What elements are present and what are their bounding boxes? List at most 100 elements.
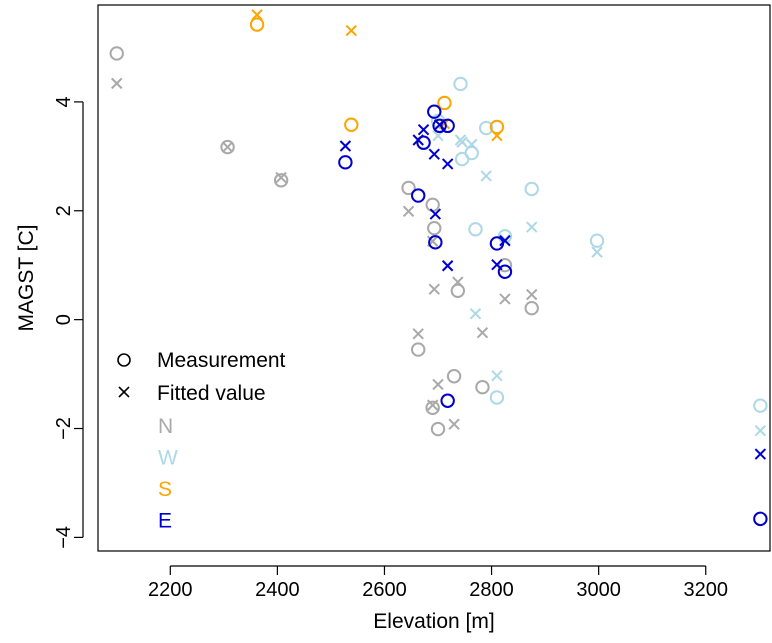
x-axis: 2200 2400 2600 2800 3000 3200 [148, 565, 728, 601]
fitted-point-n [221, 141, 234, 153]
fitted-marker-stroke [448, 418, 460, 430]
fitted-point-n [499, 293, 511, 305]
fitted-marker-stroke [476, 327, 489, 339]
fitted-marker-stroke [469, 307, 482, 320]
fitted-marker-stroke [480, 170, 492, 182]
x-tick-label: 2400 [255, 579, 300, 601]
measurement-point-n [430, 421, 446, 437]
measurement-point-w [524, 181, 539, 197]
measurement-point-e [440, 393, 455, 408]
measurement-point-w [453, 76, 468, 92]
fitted-marker-stroke [412, 328, 424, 340]
measurement-point-n [427, 220, 442, 236]
fitted-marker-stroke [466, 138, 478, 151]
legend-circle-icon [117, 353, 131, 367]
measurement-point-s [344, 117, 359, 132]
fitted-point-e [429, 208, 442, 220]
measurement-point-e [416, 135, 431, 150]
plot-box [97, 4, 771, 552]
fitted-point-e [441, 158, 454, 170]
measurement-point-e [497, 264, 513, 279]
fitted-marker-stroke [491, 258, 503, 271]
fitted-point-w [491, 370, 503, 382]
fitted-marker-stroke [526, 221, 538, 233]
measurement-point-w [589, 233, 605, 248]
measurement-point-n [446, 369, 462, 384]
fitted-marker-stroke [452, 276, 464, 288]
measurement-point-w [468, 222, 483, 237]
fitted-marker-stroke [456, 136, 468, 148]
fitted-marker-stroke [111, 77, 123, 90]
fitted-point-e [339, 140, 352, 152]
fitted-marker-stroke [754, 424, 767, 437]
fitted-marker-stroke [491, 129, 503, 142]
x-tick-label: 3000 [576, 579, 621, 601]
fitted-point-w [480, 170, 492, 182]
fitted-point-e [441, 260, 454, 272]
fitted-marker-stroke [499, 235, 511, 247]
measurement-point-e [440, 118, 455, 134]
fitted-marker-stroke [526, 288, 538, 301]
x-tick-label: 2800 [469, 579, 514, 601]
fitted-marker-stroke [432, 378, 444, 391]
x-tick-label: 2600 [362, 579, 407, 601]
legend-cross-stroke [118, 386, 130, 398]
measurement-point-n [273, 173, 289, 188]
fitted-marker-stroke [402, 205, 415, 218]
fitted-point-n [476, 327, 489, 339]
fitted-point-s [491, 129, 503, 142]
measurement-point-n [401, 180, 416, 196]
fitted-point-w [466, 138, 478, 151]
fitted-marker-stroke [491, 370, 503, 382]
fitted-marker-stroke [429, 208, 442, 220]
fitted-point-e [428, 148, 440, 160]
measurement-point-n [425, 400, 440, 416]
measurement-point-e [411, 188, 426, 203]
measurement-point-e [427, 104, 442, 119]
fitted-marker-stroke [426, 399, 439, 411]
measurement-point-n [109, 46, 124, 61]
measurement-point-s [489, 119, 505, 135]
y-tick-label: 2 [53, 205, 75, 216]
fitted-point-n [111, 77, 123, 90]
fitted-point-w [526, 221, 538, 233]
fitted-point-s [251, 9, 263, 21]
y-tick-label: 0 [53, 314, 75, 325]
measurement-point-n [450, 283, 466, 298]
data-points [109, 9, 768, 527]
fitted-marker-stroke [221, 141, 234, 153]
measurement-point-n [475, 379, 490, 395]
legend-series-n: N [158, 415, 173, 438]
measurement-point-w [464, 145, 479, 161]
x-tick-label: 3200 [683, 579, 728, 601]
fitted-point-n [275, 171, 287, 184]
legend-label-measurement: Measurement [157, 349, 286, 372]
measurement-point-n [411, 342, 426, 357]
fitted-marker-stroke [345, 24, 357, 37]
fitted-point-e [417, 123, 430, 136]
y-tick-label: −2 [53, 417, 75, 440]
fitted-marker-stroke [417, 123, 430, 136]
y-tick-label: 4 [53, 96, 75, 107]
fitted-point-n [452, 276, 464, 288]
fitted-point-e [754, 448, 767, 460]
fitted-point-n [448, 418, 460, 430]
fitted-marker-stroke [499, 293, 511, 305]
fitted-point-n [412, 328, 424, 340]
measurement-point-e [432, 118, 447, 134]
measurement-point-s [437, 95, 452, 111]
fitted-point-n [432, 378, 444, 391]
legend-series-e: E [158, 510, 172, 533]
legend-label-fitted: Fitted value [157, 382, 266, 405]
fitted-point-n [402, 205, 415, 218]
fitted-marker-stroke [441, 260, 454, 272]
y-tick-label: −4 [53, 526, 75, 549]
fitted-marker-stroke [251, 9, 263, 21]
legend-series-w: W [158, 447, 178, 470]
measurement-point-e [753, 511, 768, 527]
fitted-marker-stroke [754, 448, 767, 460]
measurement-point-w [489, 390, 505, 405]
fitted-marker-stroke [339, 140, 352, 152]
